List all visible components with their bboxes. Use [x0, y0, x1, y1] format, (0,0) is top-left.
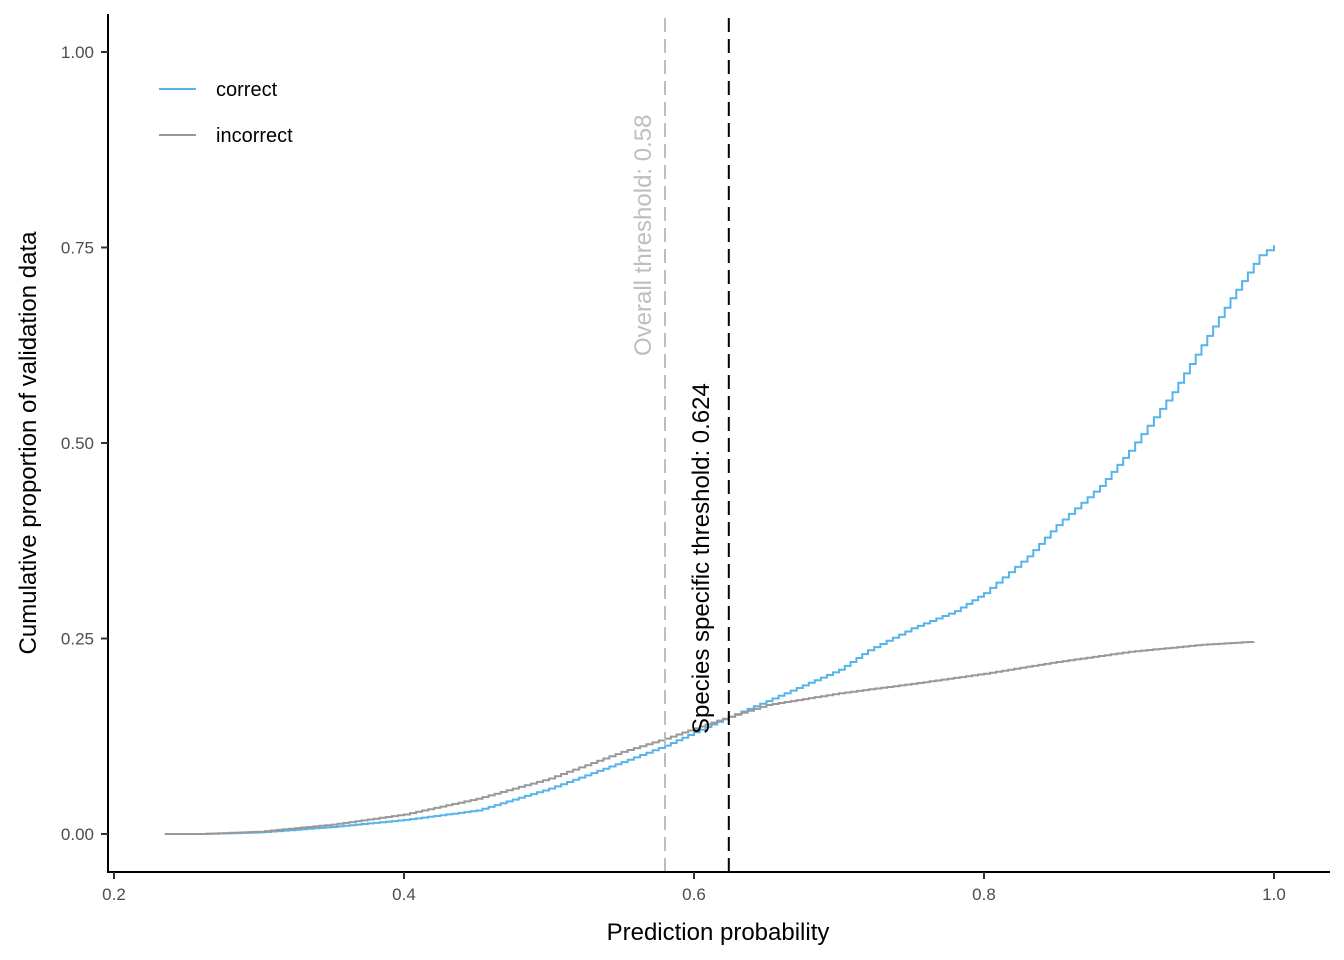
legend: correct incorrect	[159, 79, 293, 147]
y-tick-label: 0.00	[61, 825, 94, 844]
plot-area	[164, 245, 1275, 835]
series-correct-line	[164, 245, 1275, 835]
x-tick-label: 0.6	[682, 885, 706, 904]
x-axis-title: Prediction probability	[607, 919, 830, 946]
threshold-label-1: Species specific threshold: 0.624	[688, 383, 715, 734]
x-tick-label: 1.0	[1262, 885, 1286, 904]
axes: 0.00 0.25 0.50 0.75 1.00 0.2 0.4 0.6 0.8 1.0	[61, 14, 1330, 904]
x-tick-label: 0.8	[972, 885, 996, 904]
y-axis-title: Cumulative proportion of validation data	[15, 231, 42, 655]
series-incorrect-line	[164, 641, 1255, 835]
y-tick-label: 0.25	[61, 630, 94, 649]
x-tick-label: 0.2	[102, 885, 126, 904]
y-tick-label: 1.00	[61, 43, 94, 62]
threshold-label-0: Overall threshold: 0.58	[630, 115, 657, 356]
legend-label-incorrect: incorrect	[216, 125, 293, 147]
legend-label-correct: correct	[216, 79, 278, 101]
threshold-annotations: Overall threshold: 0.58 Species specific …	[630, 18, 730, 872]
y-tick-label: 0.50	[61, 434, 94, 453]
y-tick-label: 0.75	[61, 239, 94, 258]
x-tick-label: 0.4	[392, 885, 416, 904]
